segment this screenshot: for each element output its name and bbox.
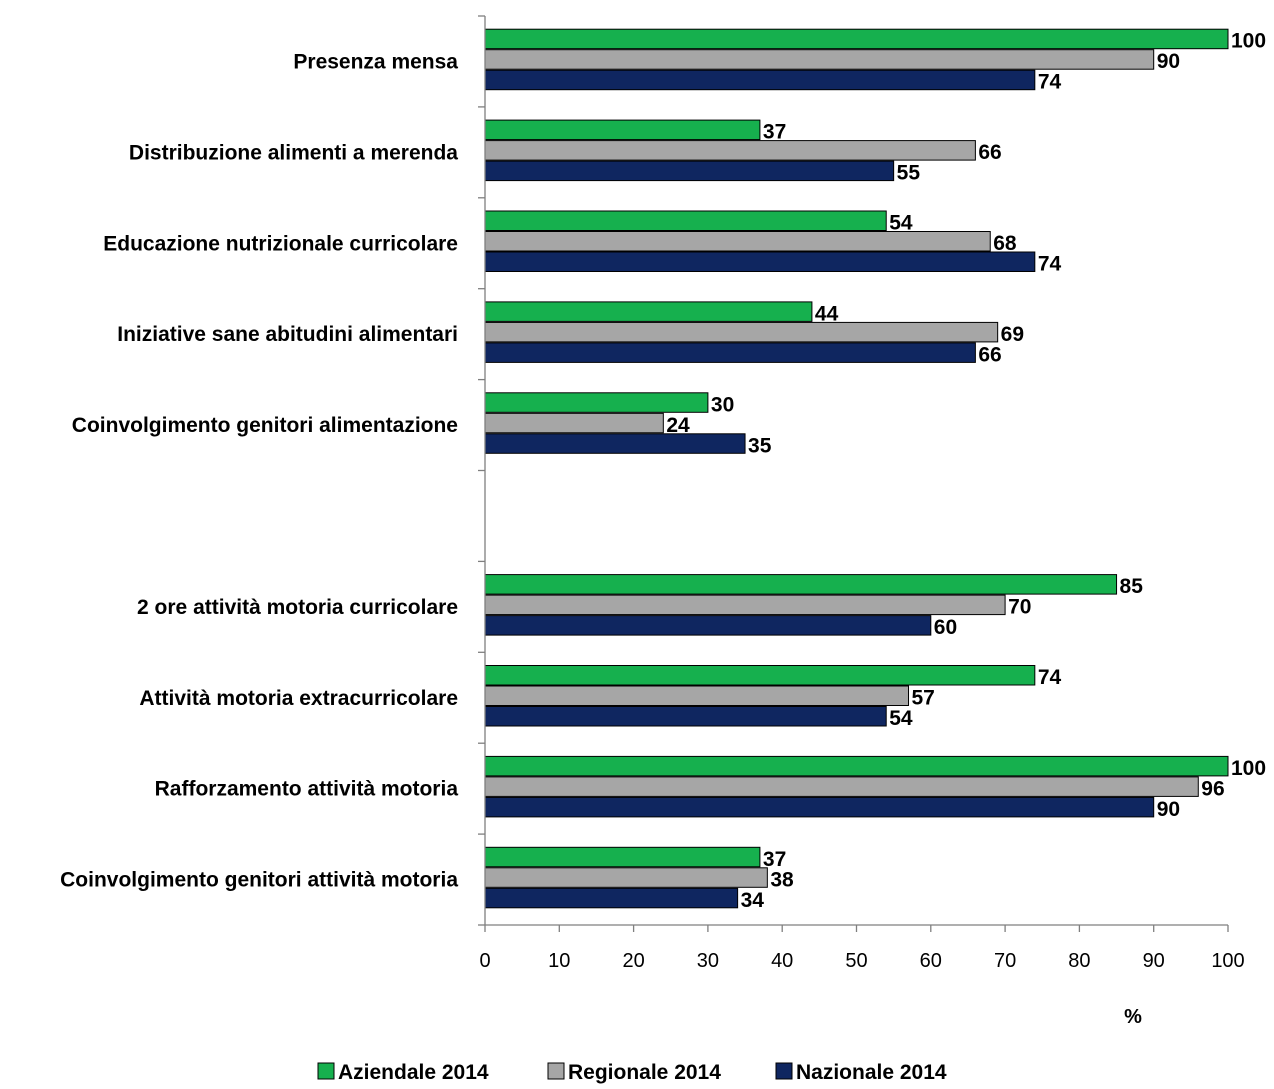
x-tick-label: 100 (1211, 950, 1244, 972)
x-tick-label: 90 (1143, 950, 1165, 972)
x-axis-label: % (1124, 1006, 1142, 1028)
category-label: Educazione nutrizionale curricolare (103, 232, 458, 255)
data-label: 54 (889, 707, 913, 730)
x-tick-label: 70 (994, 950, 1016, 972)
x-tick-label: 50 (845, 950, 867, 972)
x-tick-label: 60 (920, 950, 942, 972)
bar-aziendale (484, 28, 1229, 50)
category-label: Attività motoria extracurricolare (139, 687, 458, 710)
data-label: 66 (978, 141, 1001, 164)
bar-regionale (484, 867, 768, 888)
bar-regionale (484, 231, 991, 252)
bar-aziendale (484, 301, 813, 322)
data-label: 66 (978, 343, 1001, 366)
bar-nazionale (484, 615, 932, 636)
data-label: 38 (770, 868, 794, 891)
data-label: 68 (993, 232, 1017, 255)
data-label: 74 (1038, 71, 1062, 94)
data-label: 85 (1120, 575, 1144, 598)
category-label: 2 ore attività motoria curricolare (137, 596, 458, 619)
bars-layer (484, 28, 1229, 909)
data-label: 90 (1157, 50, 1180, 73)
bar-aziendale (484, 665, 1036, 686)
data-label: 34 (741, 889, 765, 912)
bar-regionale (484, 776, 1199, 797)
data-label: 37 (763, 848, 786, 871)
data-label: 57 (912, 687, 935, 710)
bar-aziendale (484, 210, 887, 231)
data-label: 60 (934, 616, 957, 639)
data-label: 100 (1231, 757, 1266, 780)
data-label: 69 (1001, 323, 1024, 346)
legend-item: Regionale 2014 (547, 1061, 721, 1084)
data-label: 90 (1157, 798, 1180, 821)
legend-item: Aziendale 2014 (317, 1061, 489, 1084)
category-label: Distribuzione alimenti a merenda (129, 141, 458, 164)
legend-label: Aziendale 2014 (338, 1061, 489, 1084)
bar-regionale (484, 140, 976, 161)
x-tick-label: 40 (771, 950, 793, 972)
bar-aziendale (484, 392, 709, 413)
bar-nazionale (484, 706, 887, 727)
data-label: 74 (1038, 666, 1062, 689)
data-label: 44 (815, 302, 839, 325)
data-label: 54 (889, 212, 913, 235)
bar-regionale (484, 685, 910, 706)
bar-regionale (484, 49, 1155, 70)
category-label: Presenza mensa (293, 50, 458, 73)
legend-item: Nazionale 2014 (775, 1061, 947, 1084)
x-tick-label: 30 (697, 950, 719, 972)
category-label: Coinvolgimento genitori attività motoria (60, 869, 458, 892)
x-tick-label: 20 (622, 950, 644, 972)
bar-aziendale (484, 574, 1118, 595)
bar-nazionale (484, 69, 1036, 91)
legend: Aziendale 2014 Regionale 2014 Nazionale 20… (317, 1061, 947, 1084)
data-label: 35 (748, 434, 772, 457)
bar-aziendale (484, 119, 761, 141)
bar-aziendale (484, 755, 1229, 777)
data-label: 74 (1038, 253, 1062, 276)
data-label: 55 (897, 162, 921, 185)
bar-regionale (484, 412, 664, 434)
category-label: Iniziative sane abitudini alimentari (117, 323, 458, 346)
bar-nazionale (484, 796, 1155, 818)
data-label: 100 (1231, 30, 1266, 53)
bar-aziendale (484, 846, 761, 868)
legend-label: Regionale 2014 (568, 1061, 721, 1084)
bar-nazionale (484, 251, 1036, 272)
labels-layer: Presenza mensa 100 90 74 Distribuzione alime… (60, 30, 1266, 912)
category-label: Rafforzamento attività motoria (155, 778, 459, 801)
x-tick-label: 0 (479, 950, 490, 972)
legend-label: Nazionale 2014 (796, 1061, 947, 1084)
data-label: 70 (1008, 596, 1031, 619)
data-label: 30 (711, 393, 734, 416)
data-label: 96 (1201, 777, 1224, 800)
x-tick-label: 80 (1068, 950, 1090, 972)
data-label: 24 (666, 414, 690, 437)
legend-swatch (317, 1062, 335, 1080)
x-tick-label: 10 (548, 950, 570, 972)
category-label: Coinvolgimento genitori alimentazione (72, 414, 458, 437)
legend-swatch (547, 1062, 565, 1080)
bar-regionale (484, 321, 999, 343)
legend-swatch (775, 1062, 793, 1080)
bar-regionale (484, 594, 1006, 616)
bar-nazionale (484, 342, 976, 363)
bar-nazionale (484, 433, 746, 454)
data-label: 37 (763, 121, 786, 144)
axes-layer: 0 10 20 30 40 50 60 70 80 90 100% (478, 15, 1245, 1028)
bar-nazionale (484, 887, 739, 909)
bar-nazionale (484, 160, 895, 182)
